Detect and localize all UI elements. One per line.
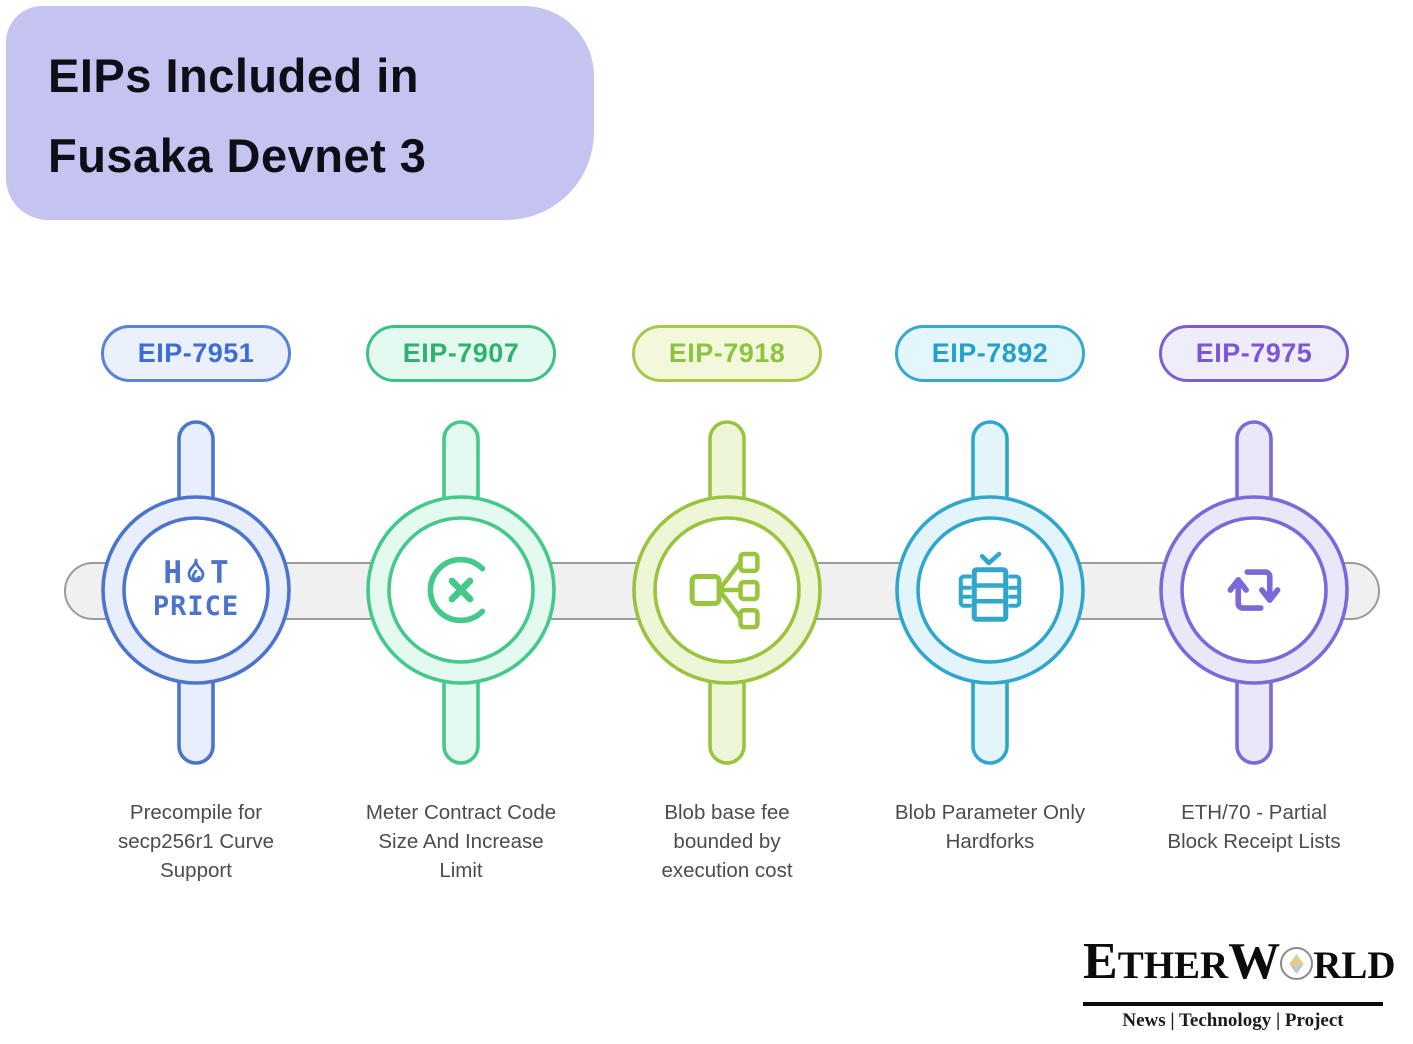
hot-letter-t: T [210,555,229,591]
eip-badge: EIP-7892 [894,325,1086,382]
brand-tagline: News | Technology | Project [1122,1009,1344,1031]
eip-column-7951: EIP-7951 H T PRICE Precompile for secp25… [61,325,331,885]
brand-letters: RLD [1313,944,1396,987]
title-blob: EIPs Included in Fusaka Devnet 3 [6,6,594,220]
timeline-node [346,420,576,765]
flame-icon [187,558,205,583]
eip-description: Precompile for secp256r1 Curve Support [117,801,275,882]
eip-badge: EIP-7975 [1158,325,1350,382]
hot-price-icon: H T PRICE [141,535,251,645]
eip-column-7975: EIP-7975 ETH/70 - Partial Block Receipt … [1119,325,1389,856]
repeat-arrows-icon [1199,535,1309,645]
eip-badge: EIP-7907 [365,325,557,382]
eip-badge: EIP-7918 [631,325,823,382]
eth-diamond-icon [1280,947,1314,980]
timeline-node [875,420,1105,765]
timeline-node: H T PRICE [81,420,311,765]
eip-column-7892: EIP-7892 Blob Parameter Only Hardforks [855,325,1125,856]
timeline-node [1139,420,1369,765]
eip-description: Blob Parameter Only Hardforks [894,801,1086,853]
brand-rule [1083,1002,1383,1006]
eip-description: Meter Contract Code Size And Increase Li… [365,801,557,882]
brand-wordmark: ETHERW RLD [1083,933,1396,1000]
etherworld-logo: ETHERW RLD News | Technology | Project [1083,933,1396,1032]
node-frame [1159,420,1349,765]
brand-letters: THER [1117,944,1229,987]
price-label: PRICE [152,591,240,622]
eip-description: ETH/70 - Partial Block Receipt Lists [1167,801,1341,853]
code-meter-icon [406,535,516,645]
page-title: EIPs Included in Fusaka Devnet 3 [48,49,427,182]
node-frame [101,420,291,765]
node-frame [895,420,1085,765]
eip-column-7907: EIP-7907 Meter Contract Code Size And In… [326,325,596,885]
eip-description: Blob base fee bounded by execution cost [661,801,793,882]
eip-column-7918: EIP-7918 Blob base fee bounded by execut… [592,325,862,885]
eip-badge: EIP-7951 [100,325,292,382]
timeline-node [612,420,842,765]
brand-letter: E [1083,933,1118,990]
server-check-icon [935,535,1045,645]
branch-fanout-icon [672,535,782,645]
brand-letter: W [1228,933,1281,990]
hot-letter-h: H [163,555,182,591]
